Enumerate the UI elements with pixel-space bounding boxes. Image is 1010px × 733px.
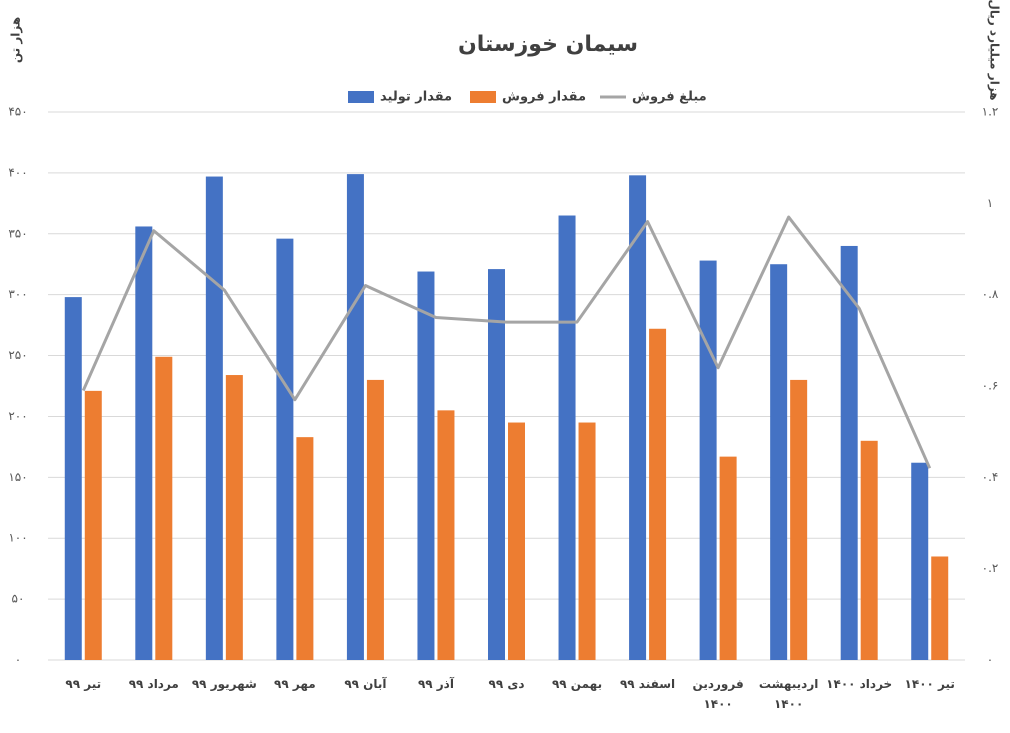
y-tick-label: ۱۰۰: [8, 531, 27, 545]
x-tick-label: بهمن ۹۹: [551, 677, 603, 691]
y-tick-label: ۲۰۰: [8, 409, 27, 423]
bar: [719, 456, 737, 660]
x-tick-label: آبان ۹۹: [344, 677, 387, 691]
y2-tick-label: ۱.۲: [982, 105, 999, 119]
bar: [84, 390, 102, 660]
y-tick-label: ۰: [15, 653, 21, 667]
legend-marker: [348, 91, 374, 103]
x-tick-label: اسفند ۹۹: [619, 677, 676, 691]
legend-label: مبلغ فروش: [632, 90, 707, 105]
x-tick-label: آذر ۹۹: [417, 677, 454, 691]
y-tick-label: ۵۰: [12, 592, 25, 606]
legend-label: مقدار تولید: [380, 90, 452, 105]
y2-axis-title: هزار میلیارد ریال: [988, 0, 1002, 101]
bar: [558, 215, 576, 660]
line: [81, 215, 932, 469]
bar: [296, 437, 314, 660]
bar: [770, 264, 788, 660]
x-tick-label: اردیبهشت ۱۴۰۰: [758, 677, 819, 711]
bar: [860, 440, 878, 660]
bar: [64, 297, 82, 660]
bar: [366, 379, 384, 660]
bar: [629, 175, 647, 660]
legend-label: مقدار فروش: [502, 90, 586, 105]
y-axis-title: هزار تن: [9, 17, 23, 63]
x-tick-label: خرداد ۱۴۰۰: [826, 677, 893, 691]
y2-tick-label: ۰.۸: [982, 287, 999, 301]
bar: [790, 379, 808, 660]
y-tick-label: ۳۰۰: [8, 287, 27, 301]
bar: [931, 556, 949, 660]
bar: [649, 328, 667, 660]
y2-tick-label: ۰: [987, 653, 993, 667]
bar: [417, 271, 435, 660]
bar: [508, 422, 525, 660]
x-tick-label: تیر ۱۴۰۰: [904, 677, 955, 691]
x-tick-label: مرداد ۹۹: [128, 677, 179, 691]
bar: [437, 410, 455, 660]
y-tick-label: ۳۵۰: [8, 226, 27, 240]
bar: [135, 226, 153, 660]
y-tick-label: ۴۵۰: [8, 105, 27, 119]
x-tick-label: تیر ۹۹: [65, 677, 102, 691]
bar: [840, 245, 858, 660]
x-tick-label: فروردین ۱۴۰۰: [692, 677, 744, 711]
y2-tick-label: ۰.۴: [982, 470, 999, 484]
y2-tick-label: ۰.۶: [982, 379, 999, 393]
bar: [155, 356, 173, 660]
legend-marker: [470, 91, 496, 103]
x-tick-label: مهر ۹۹: [274, 677, 316, 691]
y2-tick-label: ۰.۲: [982, 561, 999, 575]
bar: [488, 269, 505, 660]
chart-title: سیمان خوزستان: [458, 32, 638, 57]
y-tick-label: ۲۵۰: [8, 348, 27, 362]
bar: [346, 174, 364, 660]
bar: [205, 176, 223, 660]
bar: [225, 375, 243, 660]
bar: [276, 238, 294, 660]
y-tick-label: ۱۵۰: [8, 470, 27, 484]
y2-tick-label: ۱: [987, 196, 993, 210]
bar: [578, 422, 596, 660]
x-tick-label: شهریور ۹۹: [191, 677, 257, 691]
bar: [699, 260, 717, 660]
bar: [911, 462, 929, 660]
y-tick-label: ۴۰۰: [8, 165, 27, 179]
x-tick-label: دی ۹۹: [488, 677, 525, 691]
